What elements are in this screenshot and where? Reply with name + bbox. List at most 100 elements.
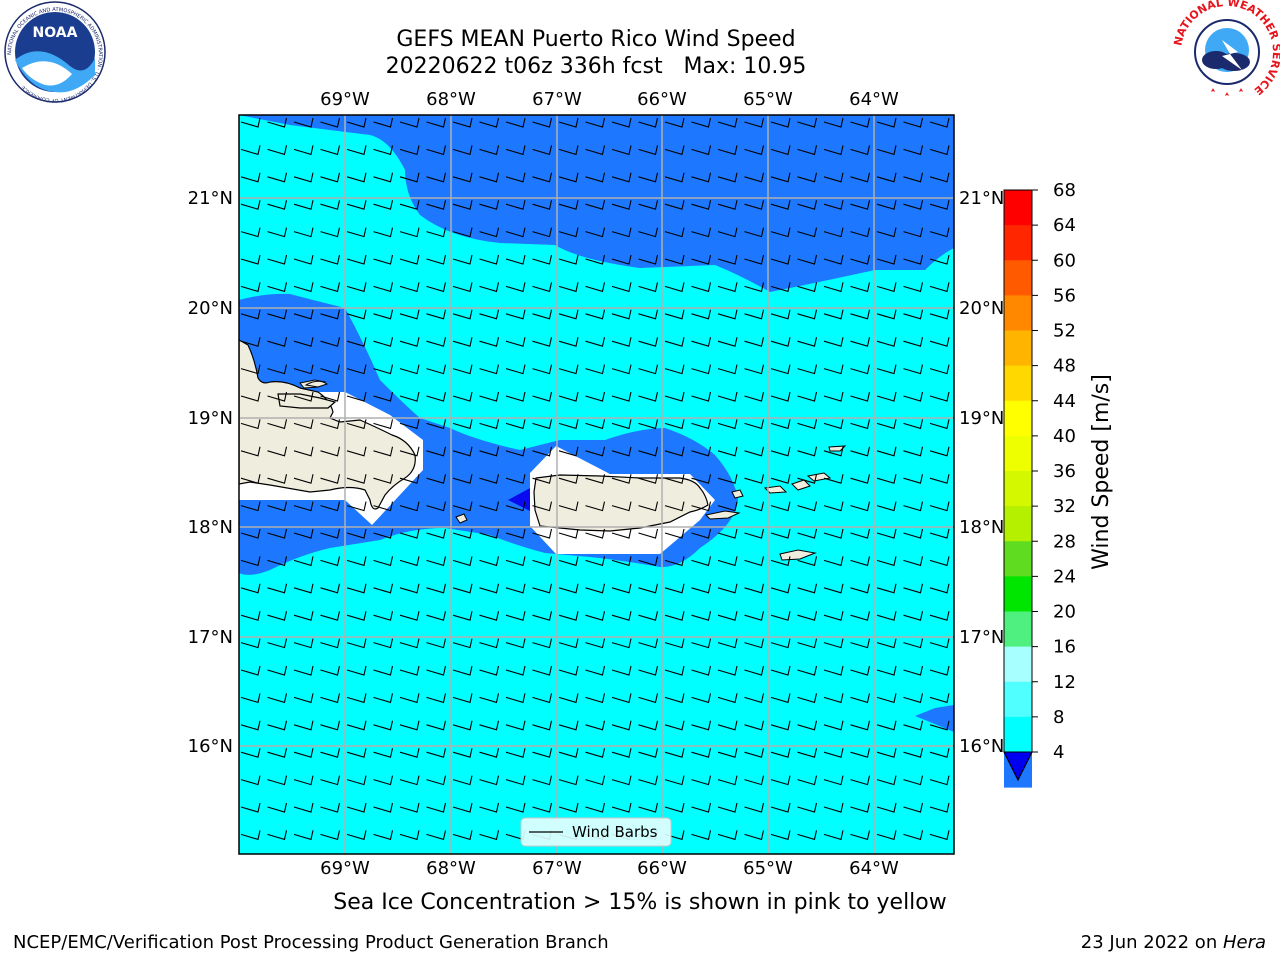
wind-barb bbox=[346, 693, 367, 704]
wind-barb bbox=[823, 282, 844, 293]
wind-barb bbox=[532, 528, 553, 539]
wind-barb bbox=[876, 282, 897, 293]
wind-barb bbox=[903, 748, 924, 758]
wind-barb bbox=[373, 638, 394, 649]
wind-barb bbox=[770, 446, 791, 457]
wind-barb bbox=[638, 802, 659, 813]
wind-barb bbox=[929, 583, 950, 594]
wind-barb bbox=[611, 227, 632, 238]
wind-barb bbox=[452, 117, 473, 128]
wind-barb bbox=[850, 474, 871, 484]
wind-barb bbox=[452, 172, 473, 183]
wind-barb bbox=[876, 337, 897, 347]
wind-barb bbox=[399, 638, 420, 649]
wind-barb bbox=[267, 611, 288, 621]
wind-barb bbox=[903, 364, 924, 375]
wind-barb bbox=[585, 391, 606, 402]
wind-barb bbox=[267, 720, 288, 731]
wind-barb bbox=[426, 337, 447, 347]
wind-barb bbox=[638, 611, 659, 621]
wind-barb bbox=[240, 419, 261, 430]
wind-barb bbox=[346, 337, 367, 347]
wind-barb bbox=[373, 556, 394, 567]
wind-barb bbox=[929, 337, 950, 347]
wind-barb bbox=[479, 309, 500, 320]
wind-barb bbox=[717, 501, 738, 512]
wind-barb bbox=[346, 830, 367, 841]
wind-barb bbox=[346, 474, 367, 484]
wind-barb bbox=[903, 528, 924, 539]
wind-barb bbox=[267, 254, 288, 265]
wind-barb bbox=[426, 556, 447, 567]
wind-barb bbox=[320, 227, 341, 238]
wind-barb bbox=[532, 391, 553, 402]
wind-barb bbox=[426, 665, 447, 676]
wind-barb bbox=[267, 172, 288, 183]
wind-barb bbox=[293, 309, 314, 320]
wind-barb bbox=[505, 583, 526, 594]
wind-barb bbox=[744, 830, 765, 841]
wind-barb bbox=[346, 446, 367, 457]
wind-barb bbox=[691, 419, 712, 430]
wind-barb bbox=[320, 693, 341, 704]
wind-barb bbox=[320, 200, 341, 210]
wind-barb bbox=[558, 665, 579, 676]
wind-barb bbox=[876, 528, 897, 539]
wind-barb bbox=[770, 775, 791, 786]
wind-barb bbox=[505, 446, 526, 457]
wind-barb bbox=[903, 611, 924, 621]
wind-barb bbox=[346, 117, 367, 128]
wind-barb bbox=[532, 446, 553, 457]
wind-barb bbox=[373, 802, 394, 813]
wind-barb bbox=[850, 501, 871, 512]
wind-barb bbox=[373, 583, 394, 594]
wind-barb bbox=[452, 364, 473, 375]
wind-barb bbox=[744, 583, 765, 594]
wind-barb bbox=[797, 556, 818, 567]
lon-label: 65°W bbox=[743, 858, 793, 879]
wind-barb bbox=[876, 364, 897, 375]
wind-barb bbox=[770, 528, 791, 539]
wind-barb bbox=[505, 665, 526, 676]
wind-barb bbox=[452, 583, 473, 594]
wind-barb bbox=[479, 282, 500, 293]
wind-barb bbox=[240, 117, 261, 128]
wind-barb bbox=[797, 830, 818, 841]
wind-barb bbox=[320, 583, 341, 594]
wind-barb bbox=[823, 556, 844, 567]
wind-barb bbox=[532, 775, 553, 786]
wind-barb bbox=[929, 501, 950, 512]
wind-barb bbox=[717, 200, 738, 210]
wind-barb bbox=[346, 200, 367, 210]
colorbar-label: Wind Speed [m/s] bbox=[1089, 374, 1114, 570]
wind-barb bbox=[929, 145, 950, 156]
wind-barb bbox=[770, 556, 791, 567]
wind-barb bbox=[744, 337, 765, 347]
wind-barb bbox=[797, 775, 818, 786]
grid-lines bbox=[239, 115, 954, 854]
wind-barb bbox=[373, 665, 394, 676]
colorbar-tick-label: 56 bbox=[1053, 285, 1076, 306]
wind-barb bbox=[452, 748, 473, 758]
wind-barb bbox=[532, 748, 553, 758]
wind-barb bbox=[532, 337, 553, 347]
lat-label: 18°N bbox=[959, 517, 1004, 538]
wind-barb bbox=[770, 391, 791, 402]
wind-barb bbox=[505, 391, 526, 402]
lon-label: 69°W bbox=[320, 858, 370, 879]
wind-barb bbox=[479, 474, 500, 484]
wind-barb bbox=[638, 556, 659, 567]
wind-barb bbox=[691, 254, 712, 265]
vieques-island bbox=[704, 510, 741, 520]
wind-barb bbox=[479, 227, 500, 238]
wind-barb bbox=[797, 254, 818, 265]
lon-label: 69°W bbox=[320, 89, 370, 110]
wind-barb bbox=[452, 391, 473, 402]
wind-barb bbox=[452, 227, 473, 238]
wind-barb bbox=[929, 611, 950, 621]
sea-ice-note: Sea Ice Concentration > 15% is shown in … bbox=[333, 890, 947, 915]
wind-barb bbox=[929, 693, 950, 704]
wind-barb bbox=[373, 145, 394, 156]
wind-barb bbox=[267, 117, 288, 128]
wind-barb bbox=[532, 665, 553, 676]
